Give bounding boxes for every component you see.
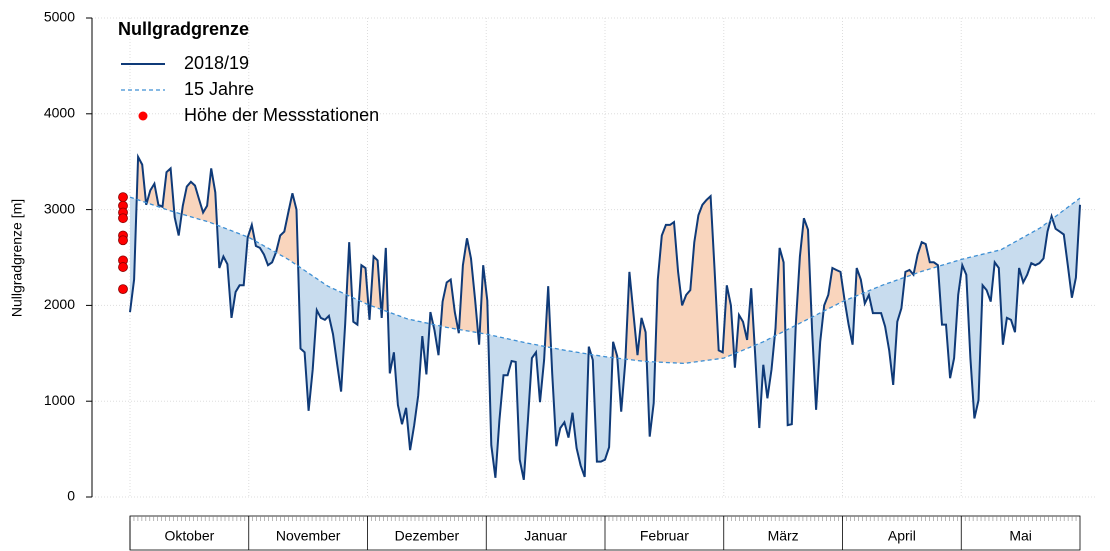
station-point bbox=[118, 213, 128, 224]
station-point bbox=[118, 284, 128, 295]
series-line bbox=[129, 196, 1081, 365]
x-tick-label: April bbox=[888, 528, 916, 544]
x-tick-label: Oktober bbox=[164, 528, 214, 544]
fill-below bbox=[130, 197, 1080, 480]
legend-title: Nullgradgrenze bbox=[118, 19, 249, 39]
y-tick-label: 1000 bbox=[44, 392, 75, 408]
x-tick-label: März bbox=[768, 528, 799, 544]
legend-label: 2018/19 bbox=[184, 53, 249, 73]
station-point bbox=[118, 192, 128, 203]
station-point bbox=[118, 235, 128, 246]
x-tick-label: Mai bbox=[1009, 528, 1032, 544]
legend-label: Höhe der Messstationen bbox=[184, 105, 379, 125]
y-tick-label: 5000 bbox=[44, 9, 75, 25]
y-tick-label: 2000 bbox=[44, 296, 75, 312]
series-line bbox=[129, 153, 1081, 480]
station-point bbox=[118, 262, 128, 272]
y-tick-label: 4000 bbox=[44, 105, 75, 121]
y-tick-label: 3000 bbox=[44, 200, 75, 216]
x-tick-label: Februar bbox=[640, 528, 689, 544]
y-tick-label: 0 bbox=[67, 488, 75, 504]
x-tick-label: November bbox=[276, 528, 341, 544]
x-tick-label: Januar bbox=[524, 528, 567, 544]
y-axis-label: Nullgradgrenze [m] bbox=[9, 199, 25, 317]
x-tick-label: Dezember bbox=[395, 528, 460, 544]
legend-label: 15 Jahre bbox=[184, 79, 254, 99]
legend-marker bbox=[138, 111, 148, 121]
